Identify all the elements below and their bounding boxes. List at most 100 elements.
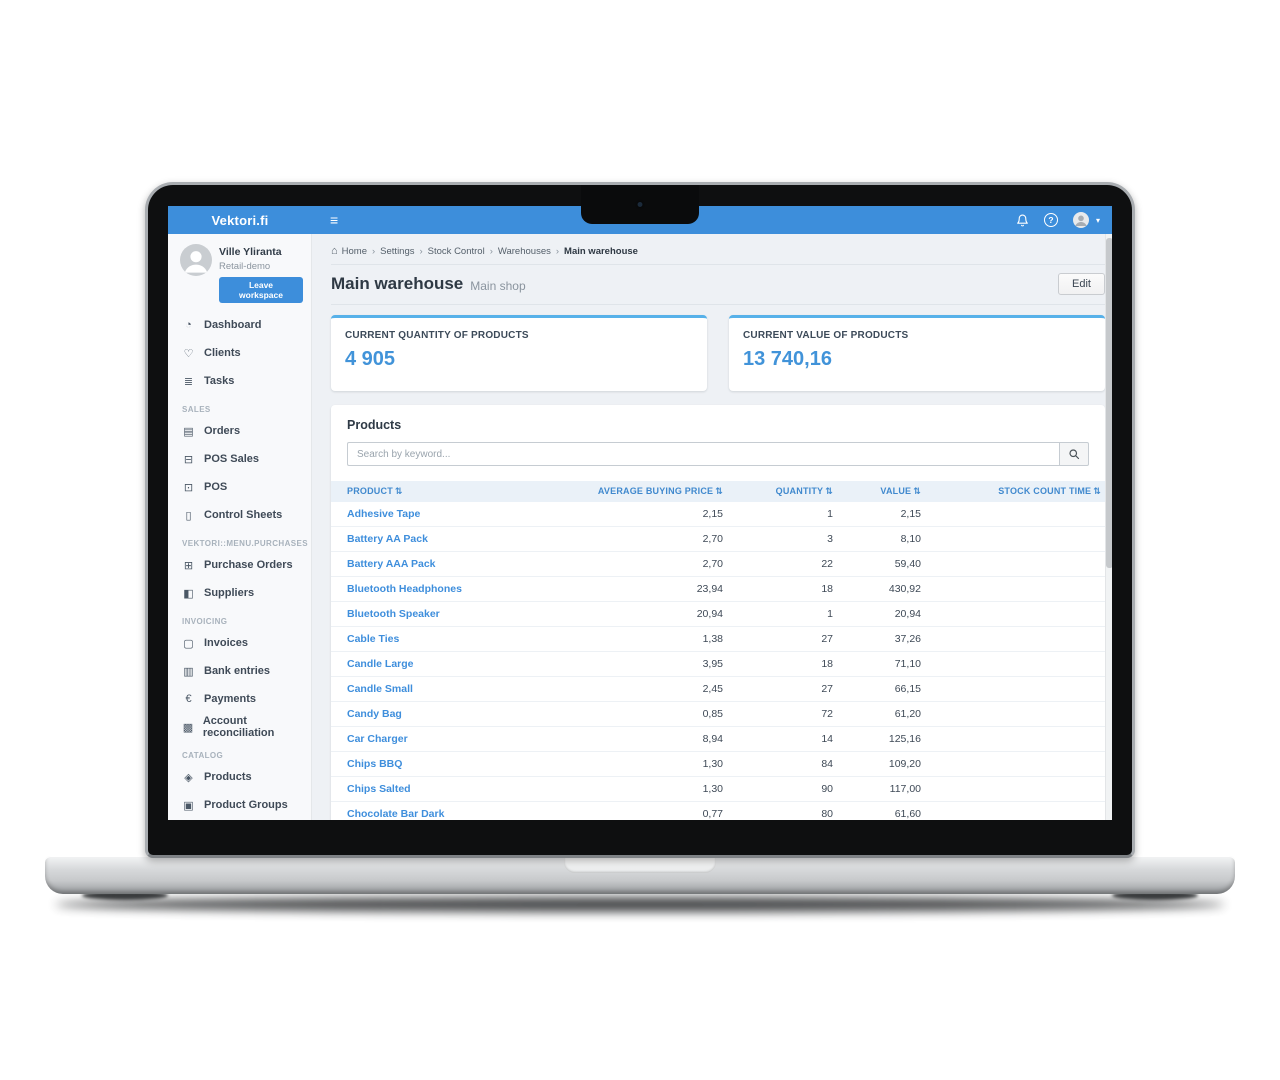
table-row: Battery AAA Pack 2,70 22 59,40 bbox=[331, 551, 1105, 577]
breadcrumb-link[interactable]: Stock Control bbox=[427, 246, 485, 257]
search-row bbox=[347, 442, 1089, 466]
product-link[interactable]: Battery AA Pack bbox=[347, 533, 428, 545]
avg-buying-price-cell: 3,95 bbox=[507, 651, 727, 677]
user-info: Ville Yliranta Retail-demo Leave workspa… bbox=[219, 244, 303, 303]
leave-workspace-button[interactable]: Leave workspace bbox=[219, 277, 303, 303]
column-header[interactable]: AVERAGE BUYING PRICE ⇅ bbox=[507, 481, 727, 502]
sort-icon[interactable]: ⇅ bbox=[394, 486, 403, 496]
sidebar-item-clients[interactable]: ♡ Clients bbox=[168, 339, 311, 367]
sidebar-item-account-reconciliation[interactable]: ▩ Account reconciliation bbox=[168, 713, 311, 741]
sidebar-item-products[interactable]: ◈ Products bbox=[168, 763, 311, 791]
sidebar-item-dashboard[interactable]: ◔ Dashboard bbox=[168, 311, 311, 339]
column-header[interactable]: QUANTITY ⇅ bbox=[727, 481, 837, 502]
sidebar-section-label: CATALOG bbox=[182, 751, 224, 760]
avg-buying-price-cell: 2,70 bbox=[507, 526, 727, 552]
sort-icon[interactable]: ⇅ bbox=[715, 486, 723, 496]
table-row: Candle Small 2,45 27 66,15 bbox=[331, 676, 1105, 702]
breadcrumb-link[interactable]: Home bbox=[341, 246, 367, 257]
product-link[interactable]: Adhesive Tape bbox=[347, 508, 421, 520]
sidebar-item-pos[interactable]: ⊡ POS bbox=[168, 473, 311, 501]
search-input[interactable] bbox=[347, 442, 1059, 466]
table-row: Chocolate Bar Dark 0,77 80 61,60 bbox=[331, 801, 1105, 820]
sidebar-item-label: Clients bbox=[204, 347, 241, 359]
product-link[interactable]: Bluetooth Headphones bbox=[347, 583, 462, 595]
sort-icon[interactable]: ⇅ bbox=[913, 486, 921, 496]
quantity-cell: 90 bbox=[727, 776, 837, 802]
title-row: Main warehouse Main shop Edit bbox=[331, 265, 1105, 305]
search-icon bbox=[1069, 449, 1080, 460]
orders-icon: ▤ bbox=[183, 425, 194, 438]
breadcrumb-separator: › bbox=[372, 246, 376, 257]
product-link[interactable]: Candy Bag bbox=[347, 708, 402, 720]
sidebar-item-invoices[interactable]: ▢ Invoices bbox=[168, 629, 311, 657]
sidebar-item-product-groups[interactable]: ▣ Product Groups bbox=[168, 791, 311, 819]
help-icon[interactable]: ? bbox=[1043, 213, 1058, 227]
breadcrumb-current: Main warehouse bbox=[564, 246, 638, 257]
avg-buying-price-cell: 23,94 bbox=[507, 576, 727, 602]
products-section-title: Products bbox=[347, 418, 402, 432]
value-cell: 37,26 bbox=[837, 626, 925, 652]
sidebar-item-orders[interactable]: ▤ Orders bbox=[168, 417, 311, 445]
invoice-icon: ▢ bbox=[183, 637, 194, 650]
sidebar-item-label: POS Sales bbox=[204, 453, 260, 465]
sort-icon[interactable]: ⇅ bbox=[1093, 486, 1101, 496]
product-link[interactable]: Candle Small bbox=[347, 683, 413, 695]
laptop-screen: Vektori.fi ≡ ? ▾ bbox=[145, 182, 1135, 858]
product-link[interactable]: Bluetooth Speaker bbox=[347, 608, 440, 620]
main-content: ⌂ Home › Settings › Stock Control › Ware… bbox=[312, 234, 1112, 820]
sidebar-item-control-sheets[interactable]: ▯ Control Sheets bbox=[168, 501, 311, 529]
chevron-down-icon[interactable]: ▾ bbox=[1095, 215, 1100, 225]
workspace-name: Retail-demo bbox=[219, 261, 271, 272]
quantity-cell: 27 bbox=[727, 676, 837, 702]
search-button[interactable] bbox=[1059, 442, 1089, 466]
sidebar-item-bank-entries[interactable]: ▥ Bank entries bbox=[168, 657, 311, 685]
stat-value: 4 905 bbox=[345, 348, 396, 370]
sidebar-item-suppliers[interactable]: ◧ Suppliers bbox=[168, 579, 311, 607]
user-name: Ville Yliranta bbox=[219, 246, 282, 258]
breadcrumb-link[interactable]: Settings bbox=[380, 246, 415, 257]
column-header[interactable]: PRODUCT ⇅ bbox=[331, 481, 507, 502]
product-link[interactable]: Cable Ties bbox=[347, 633, 400, 645]
sidebar-item-label: Bank entries bbox=[204, 665, 271, 677]
scrollbar-thumb[interactable] bbox=[1106, 238, 1112, 568]
sidebar-item-pos-sales[interactable]: ⊟ POS Sales bbox=[168, 445, 311, 473]
home-icon[interactable]: ⌂ bbox=[331, 245, 338, 257]
breadcrumb-separator: › bbox=[419, 246, 423, 257]
table-row: Battery AA Pack 2,70 3 8,10 bbox=[331, 526, 1105, 552]
stock-count-time-cell bbox=[925, 751, 1105, 777]
groups-icon: ▣ bbox=[183, 799, 194, 812]
value-cell: 61,20 bbox=[837, 701, 925, 727]
purchase-orders-icon: ⊞ bbox=[183, 559, 194, 572]
sidebar-item-tasks[interactable]: ≣ Tasks bbox=[168, 367, 311, 395]
hamburger-menu-icon[interactable]: ≡ bbox=[330, 212, 339, 228]
value-cell: 2,15 bbox=[900, 508, 921, 520]
edit-button[interactable]: Edit bbox=[1058, 273, 1105, 295]
quantity-cell: 22 bbox=[727, 551, 837, 577]
product-link[interactable]: Chocolate Bar Dark bbox=[347, 808, 445, 820]
product-link[interactable]: Battery AAA Pack bbox=[347, 558, 436, 570]
sidebar-item-label: Dashboard bbox=[204, 319, 262, 331]
quantity-cell: 3 bbox=[727, 526, 837, 552]
sidebar-item-label: Orders bbox=[204, 425, 241, 437]
products-card: Products PRODUCT⇅AVERAGE BUYING PRICE⇅QU… bbox=[331, 405, 1105, 820]
sheet-icon: ▯ bbox=[185, 509, 192, 522]
brand-logo[interactable]: Vektori.fi bbox=[211, 212, 269, 228]
user-avatar[interactable] bbox=[1072, 212, 1089, 228]
column-header[interactable]: VALUE ⇅ bbox=[837, 481, 925, 502]
sidebar-item-label: Control Sheets bbox=[204, 509, 283, 521]
column-header[interactable]: STOCK COUNT TIME ⇅ bbox=[925, 481, 1105, 502]
product-link[interactable]: Candle Large bbox=[347, 658, 414, 670]
breadcrumb-link[interactable]: Warehouses bbox=[497, 246, 551, 257]
app-body: Ville Yliranta Retail-demo Leave workspa… bbox=[168, 234, 1112, 820]
sidebar-item-purchase-orders[interactable]: ⊞ Purchase Orders bbox=[168, 551, 311, 579]
quantity-cell: 14 bbox=[727, 726, 837, 752]
sort-icon[interactable]: ⇅ bbox=[825, 486, 833, 496]
sidebar-item-pricelists[interactable]: ◎ Pricelists bbox=[168, 819, 311, 820]
sidebar-item-payments[interactable]: € Payments bbox=[168, 685, 311, 713]
laptop-thumb-notch bbox=[564, 856, 716, 873]
dashboard-icon: ◔ bbox=[185, 319, 192, 331]
notifications-bell-icon[interactable] bbox=[1016, 214, 1029, 227]
product-link[interactable]: Car Charger bbox=[347, 733, 408, 745]
product-link[interactable]: Chips BBQ bbox=[347, 758, 403, 770]
product-link[interactable]: Chips Salted bbox=[347, 783, 411, 795]
